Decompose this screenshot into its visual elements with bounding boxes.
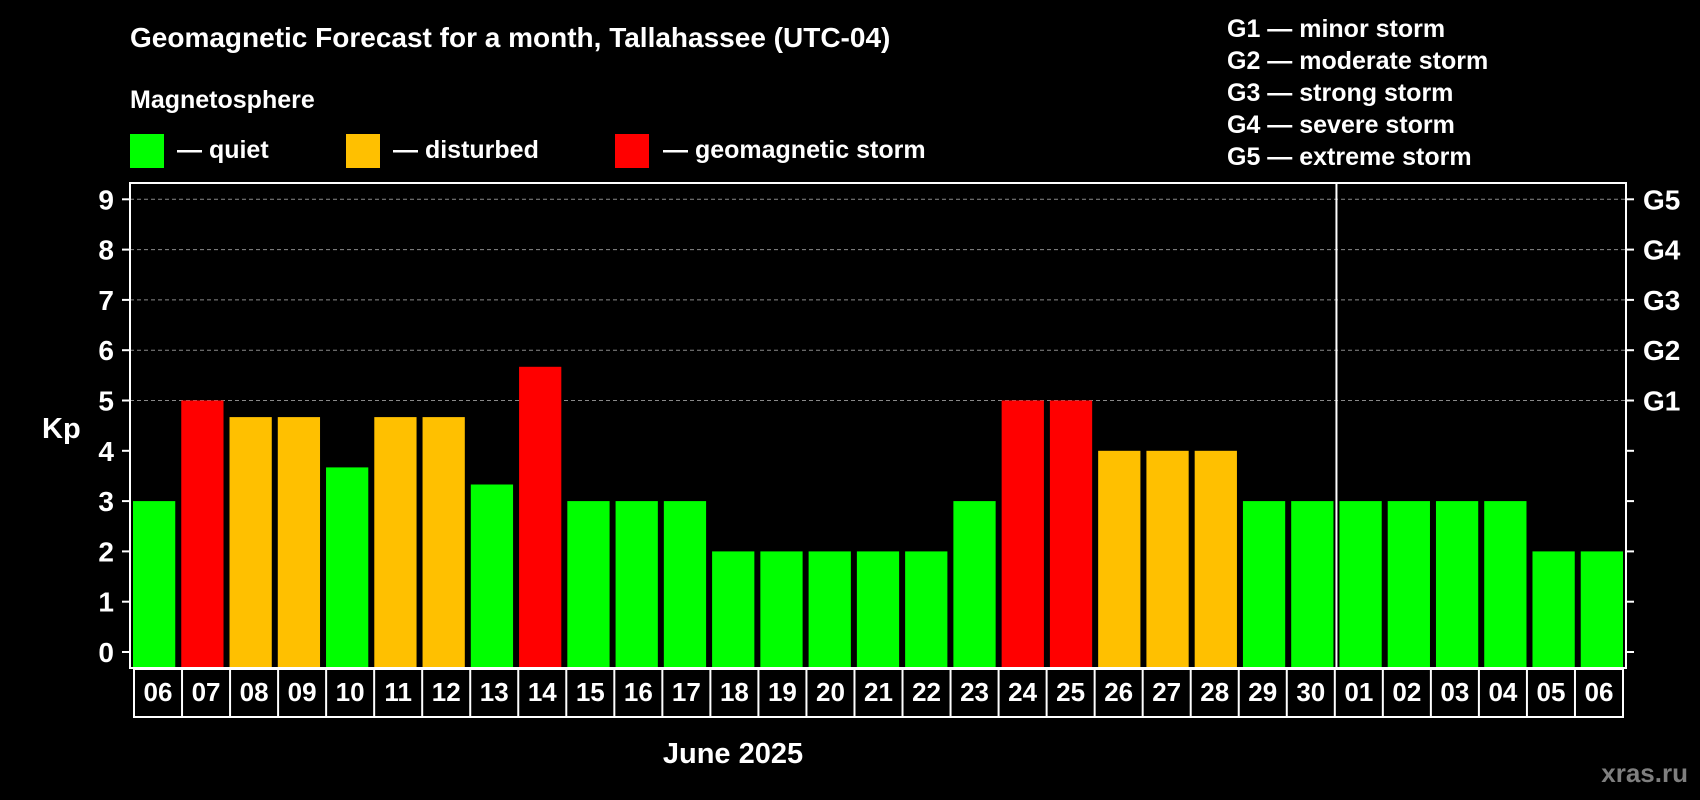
bar-30-06 bbox=[1580, 551, 1623, 667]
bar-26-02 bbox=[1387, 501, 1430, 667]
bar-14-20 bbox=[808, 551, 851, 667]
x-tick-label-30-06: 06 bbox=[1585, 677, 1614, 707]
y-tick-label-0: 0 bbox=[98, 637, 114, 668]
x-tick-label-27-03: 03 bbox=[1440, 677, 1469, 707]
x-tick-label-16-22: 22 bbox=[912, 677, 941, 707]
y-tick-label-3: 3 bbox=[98, 486, 114, 517]
magnetosphere-legend: — quiet — disturbed — geomagnetic storm bbox=[130, 134, 926, 168]
x-tick-label-7-13: 13 bbox=[480, 677, 509, 707]
bar-29-05 bbox=[1532, 551, 1575, 667]
right-label-g2: G2 bbox=[1643, 335, 1680, 366]
x-tick-label-19-25: 25 bbox=[1056, 677, 1085, 707]
x-tick-label-20-26: 26 bbox=[1104, 677, 1133, 707]
y-tick-label-6: 6 bbox=[98, 335, 114, 366]
legend-label-storm: — geomagnetic storm bbox=[663, 136, 926, 164]
x-tick-label-4-10: 10 bbox=[336, 677, 365, 707]
bar-16-22 bbox=[905, 551, 948, 667]
bar-7-13 bbox=[470, 484, 514, 667]
right-label-g4: G4 bbox=[1643, 235, 1681, 266]
right-label-g3: G3 bbox=[1643, 285, 1680, 316]
x-tick-label-18-24: 24 bbox=[1008, 677, 1037, 707]
x-tick-label-1-07: 07 bbox=[192, 677, 221, 707]
x-axis-label: June 2025 bbox=[663, 738, 803, 770]
legend-label-disturbed: — disturbed bbox=[393, 136, 539, 164]
x-tick-label-5-11: 11 bbox=[384, 677, 412, 707]
g-scale-g2: G2 — moderate storm bbox=[1227, 47, 1488, 75]
g-scale-g5: G5 — extreme storm bbox=[1227, 143, 1472, 171]
y-tick-label-5: 5 bbox=[98, 386, 114, 417]
x-tick-label-11-17: 17 bbox=[672, 677, 701, 707]
x-tick-label-10-16: 16 bbox=[624, 677, 653, 707]
y-tick-label-2: 2 bbox=[98, 536, 114, 567]
bar-3-09 bbox=[277, 417, 321, 667]
bar-1-07 bbox=[181, 400, 224, 667]
legend-label-quiet: — quiet bbox=[177, 136, 269, 164]
bar-2-08 bbox=[229, 417, 272, 667]
right-label-g5: G5 bbox=[1643, 184, 1680, 215]
y-tick-label-9: 9 bbox=[98, 184, 114, 215]
x-tick-label-9-15: 15 bbox=[576, 677, 605, 707]
legend-swatch-storm bbox=[615, 134, 649, 168]
legend-swatch-quiet bbox=[130, 134, 164, 168]
legend-title: Magnetosphere bbox=[130, 86, 315, 114]
legend-swatch-disturbed bbox=[346, 134, 380, 168]
x-tick-label-29-05: 05 bbox=[1536, 677, 1565, 707]
x-tick-label-28-04: 04 bbox=[1488, 677, 1517, 707]
x-tick-label-12-18: 18 bbox=[720, 677, 749, 707]
bar-28-04 bbox=[1484, 501, 1527, 667]
x-label-strip bbox=[133, 668, 1624, 718]
g-scale-g3: G3 — strong storm bbox=[1227, 79, 1453, 107]
watermark: xras.ru bbox=[1601, 758, 1688, 788]
x-tick-label-0-06: 06 bbox=[144, 677, 173, 707]
bar-13-19 bbox=[760, 551, 803, 667]
bar-11-17 bbox=[663, 501, 707, 667]
bar-18-24 bbox=[1001, 400, 1044, 667]
bar-15-21 bbox=[856, 551, 900, 667]
bar-21-27 bbox=[1146, 450, 1189, 667]
x-tick-label-24-30: 30 bbox=[1296, 677, 1325, 707]
y-axis-label: Kp bbox=[42, 413, 81, 445]
bar-8-14 bbox=[519, 366, 562, 667]
x-tick-label-21-27: 27 bbox=[1152, 677, 1181, 707]
x-tick-label-15-21: 21 bbox=[864, 677, 893, 707]
bar-27-03 bbox=[1435, 501, 1479, 667]
y-tick-label-1: 1 bbox=[98, 587, 114, 618]
x-tick-label-26-02: 02 bbox=[1392, 677, 1421, 707]
bar-19-25 bbox=[1049, 400, 1093, 667]
bar-24-30 bbox=[1291, 501, 1334, 667]
y-tick-label-8: 8 bbox=[98, 235, 114, 266]
x-tick-label-22-28: 28 bbox=[1200, 677, 1229, 707]
bar-17-23 bbox=[953, 501, 996, 667]
g-scale-g1: G1 — minor storm bbox=[1227, 15, 1445, 43]
bar-0-06 bbox=[133, 501, 176, 667]
bar-22-28 bbox=[1194, 450, 1237, 667]
bar-25-01 bbox=[1339, 501, 1382, 667]
bar-23-29 bbox=[1242, 501, 1286, 667]
bar-20-26 bbox=[1098, 450, 1141, 667]
bar-4-10 bbox=[326, 467, 369, 667]
bar-10-16 bbox=[615, 501, 658, 667]
bar-6-12 bbox=[422, 417, 465, 667]
y-tick-label-7: 7 bbox=[98, 285, 114, 316]
bar-5-11 bbox=[374, 417, 417, 667]
bar-9-15 bbox=[567, 501, 610, 667]
x-tick-label-14-20: 20 bbox=[816, 677, 845, 707]
x-tick-label-17-23: 23 bbox=[960, 677, 989, 707]
x-tick-label-13-19: 19 bbox=[768, 677, 797, 707]
g-scale-legend: G1 — minor storm G2 — moderate storm G3 … bbox=[1227, 15, 1488, 171]
x-tick-label-23-29: 29 bbox=[1248, 677, 1277, 707]
bar-12-18 bbox=[712, 551, 755, 667]
y-tick-label-4: 4 bbox=[98, 436, 114, 467]
right-label-g1: G1 bbox=[1643, 386, 1680, 417]
g-scale-g4: G4 — severe storm bbox=[1227, 111, 1455, 139]
x-tick-label-2-08: 08 bbox=[240, 677, 269, 707]
x-tick-label-25-01: 01 bbox=[1344, 677, 1373, 707]
x-tick-label-8-14: 14 bbox=[528, 677, 557, 707]
x-tick-label-3-09: 09 bbox=[288, 677, 317, 707]
x-tick-label-6-12: 12 bbox=[432, 677, 461, 707]
chart-title: Geomagnetic Forecast for a month, Tallah… bbox=[130, 22, 890, 53]
